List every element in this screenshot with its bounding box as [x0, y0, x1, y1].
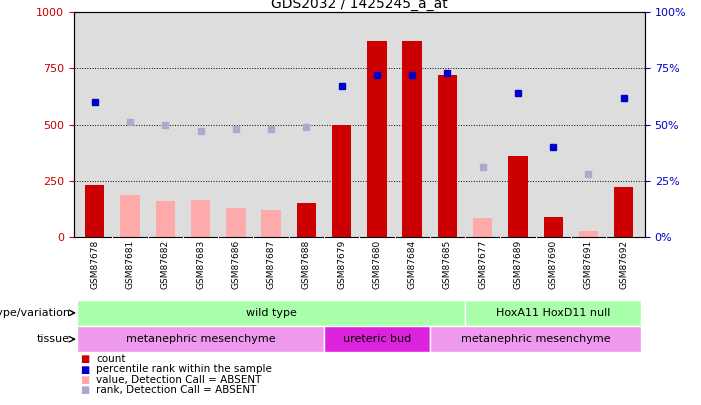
- Text: count: count: [96, 354, 125, 364]
- Text: rank, Detection Call = ABSENT: rank, Detection Call = ABSENT: [96, 385, 257, 395]
- Text: GSM87677: GSM87677: [478, 240, 487, 289]
- Text: percentile rank within the sample: percentile rank within the sample: [96, 364, 272, 375]
- Bar: [579, 231, 598, 237]
- Text: GSM87688: GSM87688: [302, 240, 311, 289]
- Text: GSM87684: GSM87684: [408, 240, 416, 289]
- Bar: [261, 210, 281, 237]
- Bar: [191, 200, 210, 237]
- Text: GSM87692: GSM87692: [619, 240, 628, 289]
- Text: GSM87680: GSM87680: [372, 240, 381, 289]
- Bar: [508, 156, 528, 237]
- Bar: [367, 41, 386, 237]
- Text: ■: ■: [81, 385, 90, 395]
- Text: ■: ■: [81, 354, 90, 364]
- Bar: [85, 185, 104, 237]
- Text: GSM87683: GSM87683: [196, 240, 205, 289]
- Bar: [121, 195, 139, 237]
- Bar: [332, 125, 351, 237]
- Text: GSM87681: GSM87681: [125, 240, 135, 289]
- Text: tissue: tissue: [37, 334, 70, 344]
- Text: ■: ■: [81, 375, 90, 385]
- Text: GSM87687: GSM87687: [266, 240, 275, 289]
- Bar: [77, 300, 465, 326]
- Bar: [543, 217, 563, 237]
- Text: metanephric mesenchyme: metanephric mesenchyme: [125, 334, 275, 344]
- Bar: [402, 41, 422, 237]
- Bar: [437, 75, 457, 237]
- Text: GSM87678: GSM87678: [90, 240, 100, 289]
- Text: metanephric mesenchyme: metanephric mesenchyme: [461, 334, 611, 344]
- Text: ■: ■: [81, 364, 90, 375]
- Bar: [156, 201, 175, 237]
- Text: wild type: wild type: [245, 308, 297, 318]
- Text: GSM87690: GSM87690: [549, 240, 558, 289]
- Text: GSM87689: GSM87689: [513, 240, 522, 289]
- Bar: [473, 218, 492, 237]
- Text: GSM87679: GSM87679: [337, 240, 346, 289]
- Bar: [297, 203, 316, 237]
- Bar: [465, 300, 641, 326]
- Bar: [226, 208, 245, 237]
- Text: GSM87686: GSM87686: [231, 240, 240, 289]
- Text: ureteric bud: ureteric bud: [343, 334, 411, 344]
- Text: GSM87685: GSM87685: [443, 240, 452, 289]
- Text: genotype/variation: genotype/variation: [0, 308, 70, 318]
- Bar: [77, 326, 324, 352]
- Title: GDS2032 / 1425245_a_at: GDS2032 / 1425245_a_at: [271, 0, 448, 11]
- Bar: [614, 188, 634, 237]
- Text: HoxA11 HoxD11 null: HoxA11 HoxD11 null: [496, 308, 611, 318]
- Bar: [430, 326, 641, 352]
- Text: GSM87682: GSM87682: [161, 240, 170, 289]
- Text: GSM87691: GSM87691: [584, 240, 593, 289]
- Text: value, Detection Call = ABSENT: value, Detection Call = ABSENT: [96, 375, 261, 385]
- Bar: [324, 326, 430, 352]
